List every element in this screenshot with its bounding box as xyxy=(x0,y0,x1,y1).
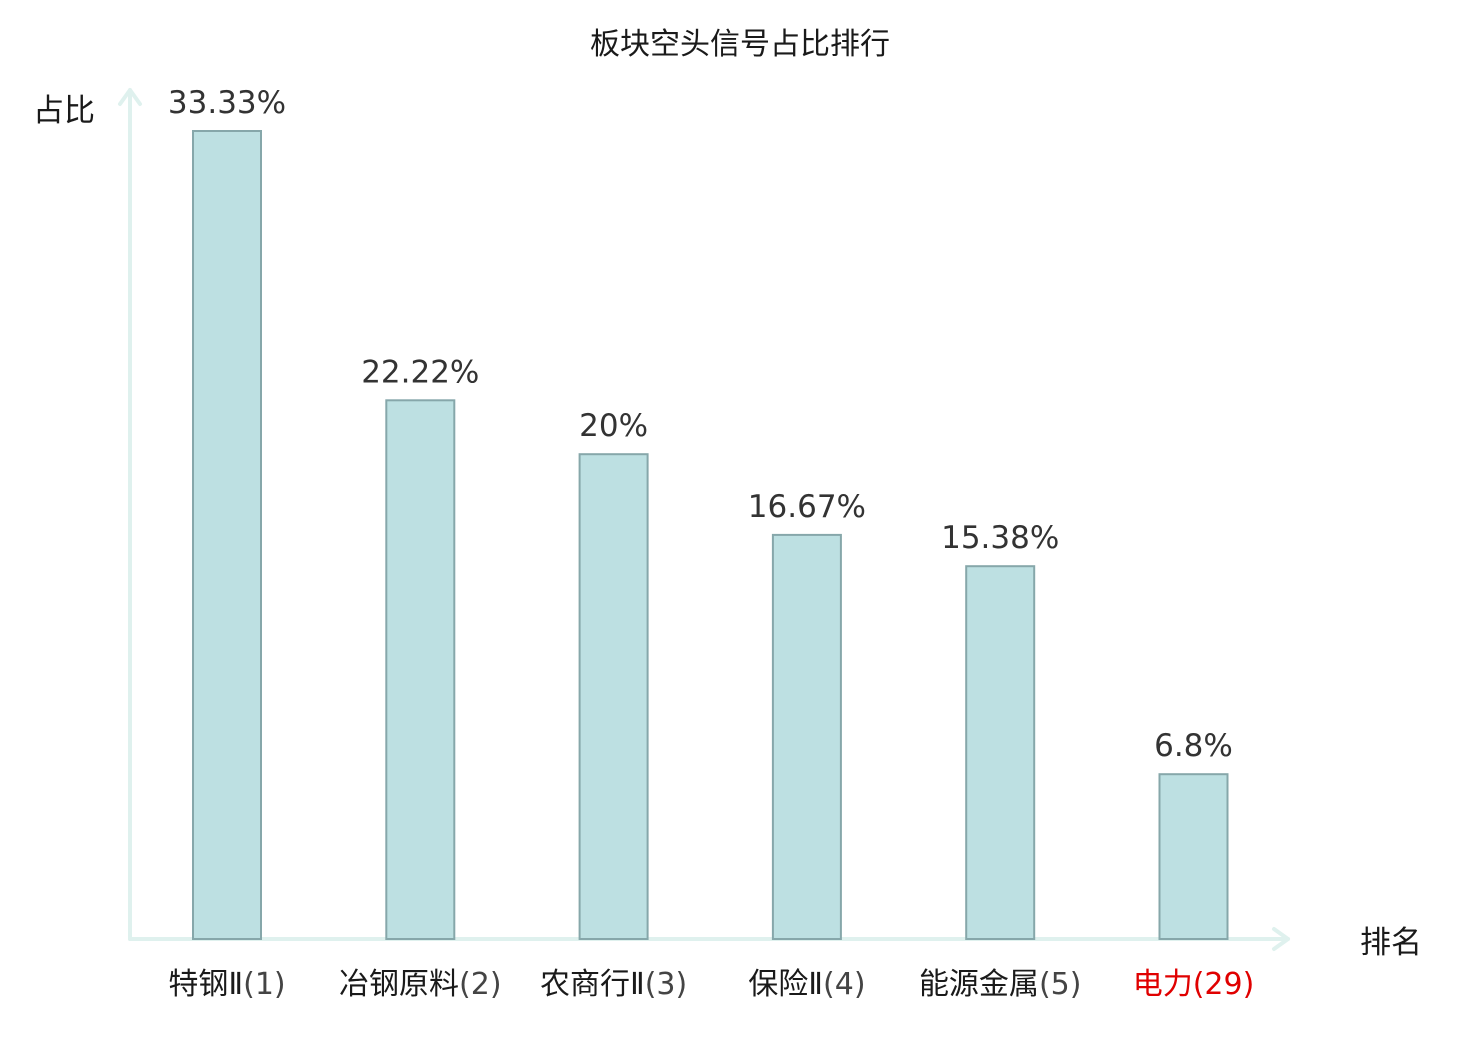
category-rank: (4) xyxy=(823,967,866,1002)
value-labels-group: 33.33% 22.22% 20% 16.67% 15.38% 6.8% xyxy=(168,85,1233,764)
category-rank: (1) xyxy=(243,967,286,1002)
bar-value-label: 22.22% xyxy=(361,354,479,390)
category-labels-group: 特钢Ⅱ(1) 冶钢原料(2) 农商行Ⅱ(3) 保险Ⅱ(4) 能源金属(5) 电力(29) xyxy=(168,967,1254,1002)
category-rank: (2) xyxy=(459,967,502,1002)
bar xyxy=(1158,773,1229,941)
category-name: 保险Ⅱ xyxy=(748,967,823,1002)
category-name: 电力 xyxy=(1133,967,1193,1002)
category-name: 冶钢原料 xyxy=(339,967,459,1002)
bars-group xyxy=(192,130,1229,941)
bar-value-label: 16.67% xyxy=(748,489,866,525)
chart-title: 板块空头信号占比排行 xyxy=(590,27,890,62)
category-rank: (3) xyxy=(645,967,688,1002)
category-tick-label: 保险Ⅱ(4) xyxy=(748,967,865,1002)
category-rank: (29) xyxy=(1193,967,1255,1002)
x-axis-label: 排名 xyxy=(1360,925,1422,961)
category-rank: (5) xyxy=(1039,967,1082,1002)
category-tick-label: 电力(29) xyxy=(1133,967,1255,1002)
category-tick-label: 特钢Ⅱ(1) xyxy=(168,967,285,1002)
category-tick-label: 冶钢原料(2) xyxy=(339,967,502,1002)
x-axis-arrow xyxy=(1272,927,1290,951)
bar xyxy=(385,399,456,940)
bar-value-label: 15.38% xyxy=(941,520,1059,556)
bar-value-label: 20% xyxy=(579,408,648,444)
axes xyxy=(118,88,1290,951)
category-tick-label: 能源金属(5) xyxy=(919,967,1081,1002)
bar-value-label: 6.8% xyxy=(1154,728,1233,764)
y-axis-label: 占比 xyxy=(33,93,95,129)
category-name: 能源金属 xyxy=(919,967,1039,1002)
category-tick-label: 农商行Ⅱ(3) xyxy=(540,967,687,1002)
category-name: 农商行Ⅱ xyxy=(540,967,645,1002)
bar xyxy=(771,533,842,941)
bar xyxy=(578,453,649,940)
bar xyxy=(965,565,1036,940)
bar-value-label: 33.33% xyxy=(168,85,286,121)
bar xyxy=(192,130,262,940)
category-name: 特钢Ⅱ xyxy=(168,967,243,1002)
y-axis-arrow xyxy=(118,88,142,106)
